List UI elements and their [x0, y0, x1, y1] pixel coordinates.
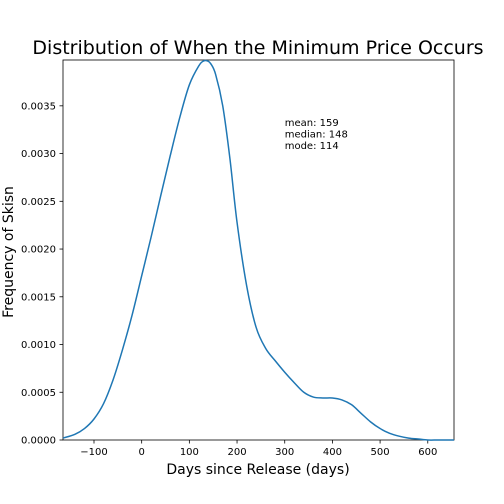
x-axis-ticks: −100 0 100 200 300 400 500 600 [80, 440, 437, 458]
x-tick-label: 200 [227, 447, 246, 458]
y-tick-label: 0.0020 [21, 245, 56, 256]
y-tick-label: 0.0025 [21, 197, 56, 208]
y-tick-label: 0.0005 [21, 388, 56, 399]
y-tick-label: 0.0010 [21, 340, 56, 351]
x-tick-label: 400 [323, 447, 342, 458]
y-axis-ticks: 0.0000 0.0005 0.0010 0.0015 0.0020 0.0025 0.00… [21, 101, 63, 447]
y-tick-label: 0.0015 [21, 292, 56, 303]
x-tick-label: 300 [275, 447, 294, 458]
x-tick-label: 600 [418, 447, 437, 458]
x-tick-label: 0 [138, 447, 144, 458]
x-tick-label: −100 [80, 447, 107, 458]
annotation-mode: mode: 114 [285, 141, 339, 152]
annotation-median: median: 148 [285, 129, 348, 140]
stats-annotation: mean: 159 median: 148 mode: 114 [285, 118, 348, 152]
x-axis-label: Days since Release (days) [166, 462, 349, 478]
x-tick-label: 500 [371, 447, 390, 458]
plot-area [62, 59, 455, 441]
y-tick-label: 0.0000 [21, 436, 56, 447]
chart-title: Distribution of When the Minimum Price O… [32, 37, 483, 59]
annotation-mean: mean: 159 [285, 118, 339, 129]
kde-series-line [62, 59, 454, 441]
y-tick-label: 0.0030 [21, 149, 56, 160]
x-tick-label: 100 [180, 447, 199, 458]
y-axis-label: Frequency of Skisn [1, 186, 17, 318]
plot-frame [62, 59, 455, 441]
y-tick-label: 0.0035 [21, 101, 56, 112]
